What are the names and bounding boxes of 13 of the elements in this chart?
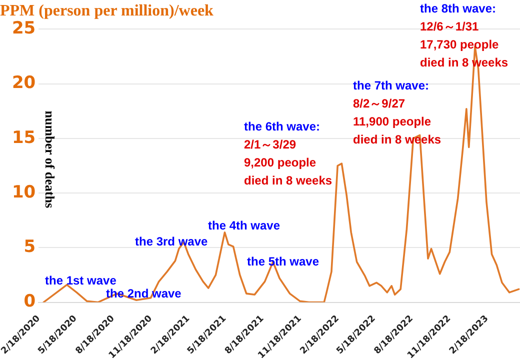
y-axis-title: number of deaths [42,110,58,208]
chart-title: PPM (person per million)/week [0,2,214,20]
y-tick-label: 20 [12,73,36,94]
annotation: the 5th wave [247,254,320,268]
annotation: the 1st wave [45,273,117,288]
y-tick-label: 5 [24,237,36,258]
annotation: the 6th wave: 2/1～3/29 9,200 people died in 8 weeks [244,119,332,188]
y-tick-label: 15 [12,128,36,148]
y-tick-label: 0 [24,292,36,312]
y-tick-label: 10 [12,182,36,202]
annotation: the 3rd wave [135,234,208,248]
y-tick-label: 25 [12,18,36,39]
annotation: the 4th wave [208,218,280,232]
